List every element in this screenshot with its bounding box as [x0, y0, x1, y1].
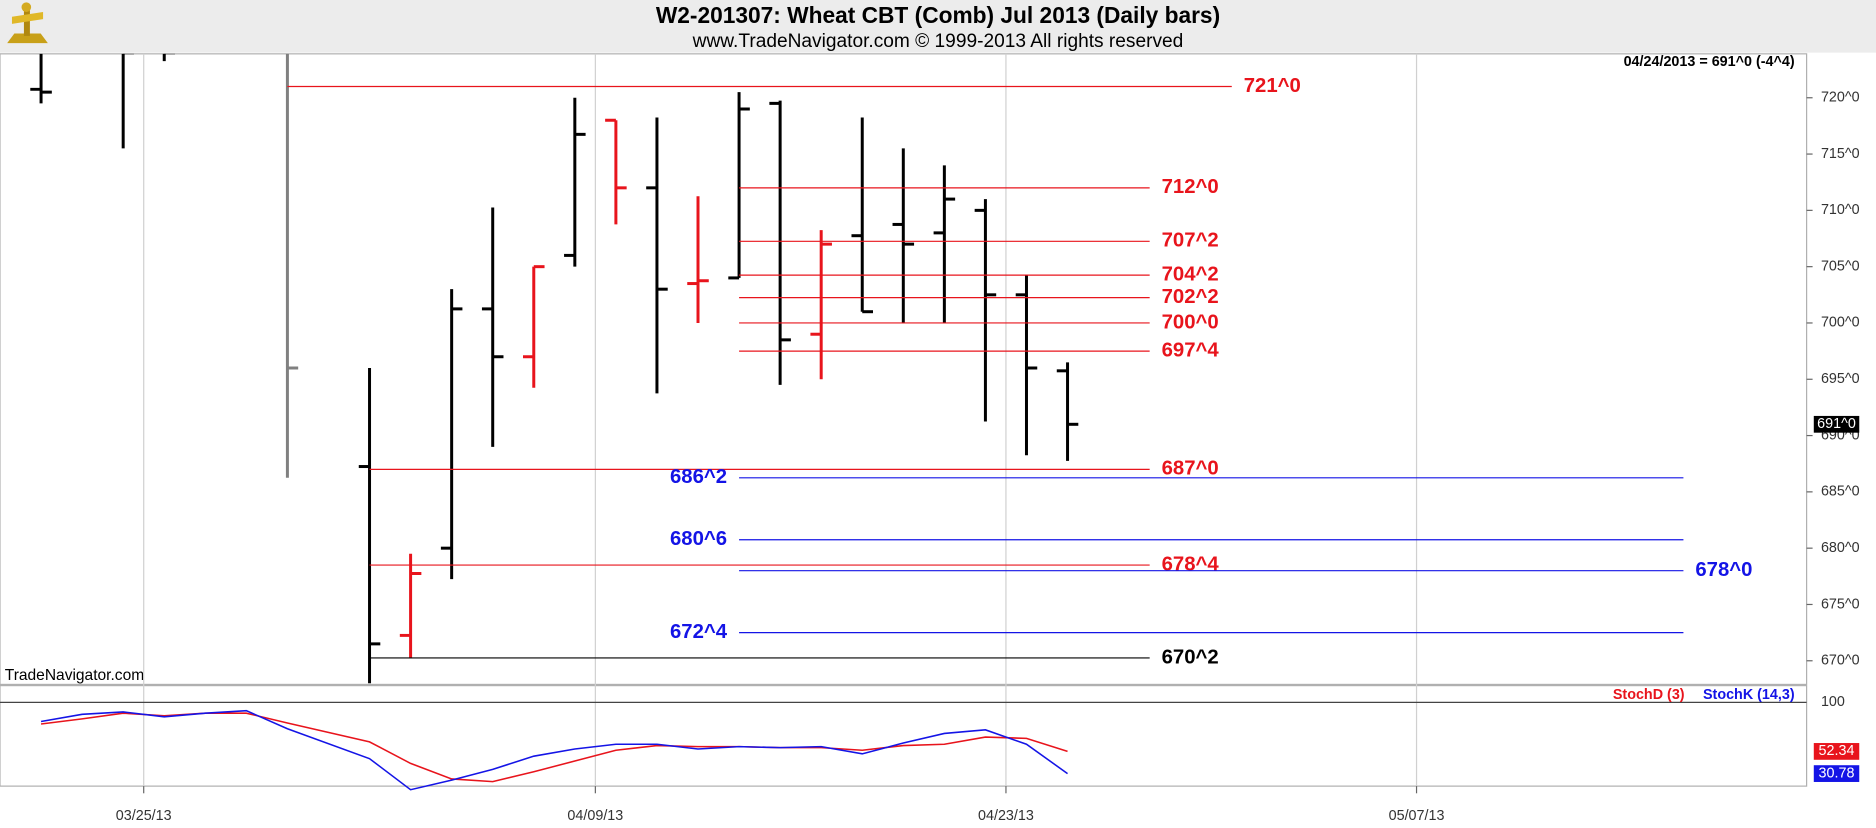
level-label: 670^2 — [1162, 646, 1219, 668]
x-tick-label: 03/25/13 — [116, 808, 172, 824]
y-tick-label: 100 — [1821, 694, 1845, 710]
y-tick-label: 705^0 — [1821, 258, 1860, 274]
stoch-line — [40, 709, 1068, 791]
level-label: 697^4 — [1162, 339, 1220, 361]
chart-subtitle: www.TradeNavigator.com © 1999-2013 All r… — [692, 31, 1184, 52]
y-tick-label: 720^0 — [1821, 90, 1860, 106]
legend-entry: StochD (3) — [1613, 687, 1685, 703]
value-label: 52.34 — [1819, 743, 1855, 759]
stoch-panel — [0, 685, 1808, 787]
level-label: 707^2 — [1162, 230, 1219, 252]
level-label: 700^0 — [1162, 311, 1219, 333]
level-label: 721^0 — [1244, 75, 1301, 97]
legend-entry: StochK (14,3) — [1703, 687, 1795, 703]
level-label: 678^0 — [1695, 559, 1752, 581]
value-box — [1813, 743, 1860, 760]
watermark: TradeNavigator.com — [5, 667, 144, 684]
header-band — [0, 0, 1876, 53]
grid: 670^0675^0680^0685^0690^0695^0700^0705^0… — [116, 53, 1860, 824]
y-tick-label: 670^0 — [1821, 653, 1860, 669]
price-panel — [0, 53, 1808, 686]
x-tick-label: 05/07/13 — [1389, 808, 1445, 824]
y-tick-label: 685^0 — [1821, 484, 1860, 500]
stoch-plot: 100 StochD (3) 52.34 StochK (14,3) 30.78 — [0, 687, 1860, 791]
level-label: 702^2 — [1162, 286, 1219, 308]
level-label: 704^2 — [1162, 263, 1219, 285]
last-price-label: 691^0 — [1817, 416, 1856, 432]
y-tick-label: 695^0 — [1821, 371, 1860, 387]
y-tick-label: 715^0 — [1821, 146, 1860, 162]
last-price-box — [1813, 415, 1860, 433]
y-tick-label: 700^0 — [1821, 315, 1860, 331]
value-label: 30.78 — [1819, 765, 1855, 781]
y-tick-label: 675^0 — [1821, 596, 1860, 612]
status-label: 04/24/2013 = 691^0 (-4^4) — [1624, 54, 1795, 70]
logo — [7, 2, 48, 44]
level-label: 687^0 — [1162, 458, 1219, 480]
y-tick-label: 680^0 — [1821, 540, 1860, 556]
level-label: 672^4 — [670, 621, 728, 643]
y-tick-label: 710^0 — [1821, 202, 1860, 218]
level-label: 686^2 — [670, 466, 727, 488]
level-label: 680^6 — [670, 528, 727, 550]
value-box — [1813, 765, 1860, 782]
level-label: 678^4 — [1162, 553, 1220, 575]
chart-title: W2-201307: Wheat CBT (Comb) Jul 2013 (Da… — [656, 2, 1220, 28]
price-plot — [30, 53, 1079, 684]
level-label: 712^0 — [1162, 176, 1219, 198]
x-tick-label: 04/09/13 — [567, 808, 623, 824]
x-tick-label: 04/23/13 — [978, 808, 1034, 824]
